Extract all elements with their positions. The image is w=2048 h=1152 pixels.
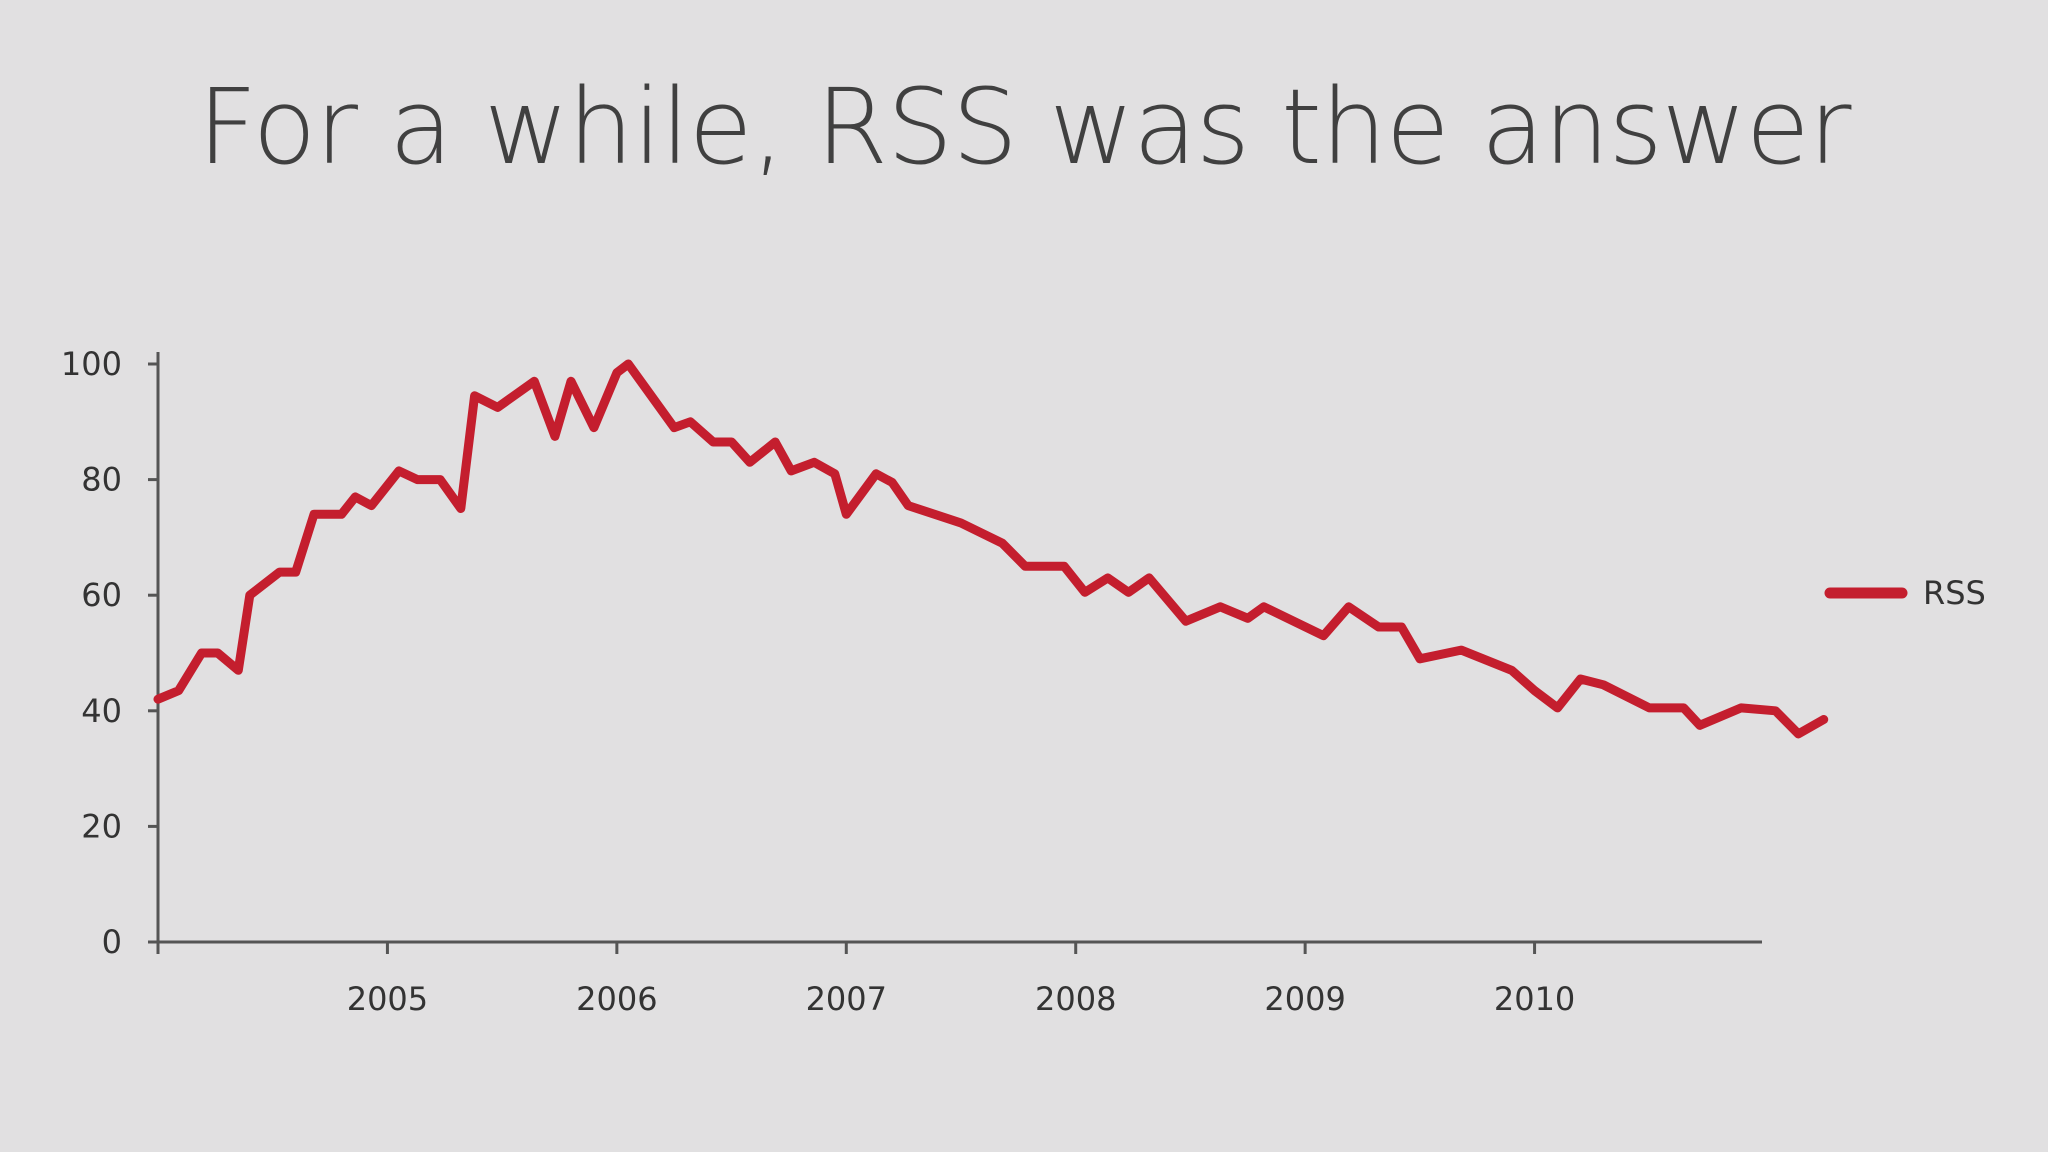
y-tick-label: 40 [81, 692, 122, 730]
x-tick-label: 2007 [806, 980, 887, 1018]
legend: RSS [1824, 574, 1986, 612]
axes: 0 20 40 60 80 100 2005 2006 2007 2008 2009 2010 [61, 345, 1762, 1018]
y-tick-label: 0 [102, 923, 122, 961]
y-tick-label: 60 [81, 576, 122, 614]
chart-title: For a while, RSS was the answer [197, 66, 1852, 188]
legend-label-rss: RSS [1923, 574, 1986, 612]
x-tick-label: 2006 [576, 980, 657, 1018]
y-tick-label: 80 [81, 461, 122, 499]
y-tick-label: 100 [61, 345, 122, 383]
series-line-rss [153, 359, 1829, 739]
x-tick-label: 2009 [1264, 980, 1345, 1018]
y-tick-label: 20 [81, 807, 122, 845]
x-tick-label: 2010 [1494, 980, 1575, 1018]
x-tick-label: 2005 [347, 980, 428, 1018]
x-tick-label: 2008 [1035, 980, 1116, 1018]
series-layer [153, 359, 1829, 739]
